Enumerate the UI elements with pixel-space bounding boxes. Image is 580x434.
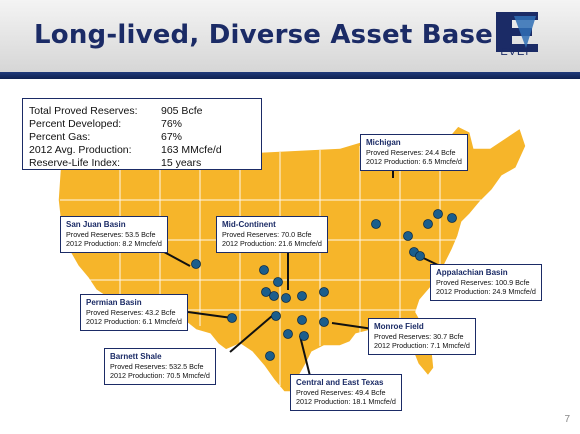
callout-production: 2012 Production: 18.1 Mmcfe/d (296, 397, 396, 406)
summary-value: 67% (161, 131, 183, 143)
header-divider (0, 72, 580, 79)
summary-value: 905 Bcfe (161, 105, 203, 117)
callout-san-juan: San Juan Basin Proved Reserves: 53.5 Bcf… (60, 216, 168, 253)
callout-reserves: Proved Reserves: 100.9 Bcfe (436, 277, 530, 287)
callout-reserves: Proved Reserves: 24.4 Bcfe (366, 147, 456, 157)
callout-mid-continent: Mid-Continent Proved Reserves: 70.0 Bcfe… (216, 216, 328, 253)
callout-name: Permian Basin (86, 298, 142, 307)
callout-name: Central and East Texas (296, 378, 384, 387)
asset-marker (227, 313, 237, 323)
summary-value: 76% (161, 118, 183, 130)
callout-reserves: Proved Reserves: 49.4 Bcfe (296, 387, 386, 397)
asset-marker (423, 219, 433, 229)
summary-value: 15 years (161, 157, 202, 169)
asset-marker (319, 317, 329, 327)
asset-marker (299, 331, 309, 341)
asset-marker (261, 287, 271, 297)
callout-permian: Permian Basin Proved Reserves: 43.2 Bcfe… (80, 294, 188, 331)
summary-label: Reserve-Life Index: (29, 157, 121, 169)
summary-label: Percent Developed: (29, 118, 122, 130)
callout-reserves: Proved Reserves: 70.0 Bcfe (222, 229, 312, 239)
asset-marker (403, 231, 413, 241)
callout-monroe: Monroe Field Proved Reserves: 30.7 Bcfe … (368, 318, 476, 355)
callout-reserves: Proved Reserves: 53.5 Bcfe (66, 229, 156, 239)
callout-name: Mid-Continent (222, 220, 276, 229)
page-title: Long-lived, Diverse Asset Base (34, 20, 494, 50)
asset-marker (447, 213, 457, 223)
summary-box: Total Proved Reserves: 905 Bcfe Percent … (22, 98, 262, 170)
asset-marker (319, 287, 329, 297)
callout-michigan: Michigan Proved Reserves: 24.4 Bcfe 2012… (360, 134, 468, 171)
callout-name: Barnett Shale (110, 352, 162, 361)
callout-production: 2012 Production: 21.6 Mmcfe/d (222, 239, 322, 248)
callout-east-texas: Central and East Texas Proved Reserves: … (290, 374, 402, 411)
asset-marker (415, 251, 425, 261)
callout-name: Monroe Field (374, 322, 424, 331)
callout-name: Michigan (366, 138, 401, 147)
slide-header (0, 0, 580, 72)
callout-name: Appalachian Basin (436, 268, 508, 277)
asset-marker (269, 291, 279, 301)
summary-label: 2012 Avg. Production: (29, 144, 132, 156)
asset-marker (297, 315, 307, 325)
callout-reserves: Proved Reserves: 532.5 Bcfe (110, 361, 204, 371)
logo-text: EVEP (500, 46, 534, 58)
asset-marker (265, 351, 275, 361)
callout-production: 2012 Production: 24.9 Mmcfe/d (436, 287, 536, 296)
summary-label: Percent Gas: (29, 131, 91, 143)
asset-marker (271, 311, 281, 321)
asset-marker (191, 259, 201, 269)
callout-production: 2012 Production: 8.2 Mmcfe/d (66, 239, 162, 248)
asset-marker (259, 265, 269, 275)
callout-reserves: Proved Reserves: 43.2 Bcfe (86, 307, 176, 317)
summary-label: Total Proved Reserves: (29, 105, 138, 117)
callout-name: San Juan Basin (66, 220, 126, 229)
callout-reserves: Proved Reserves: 30.7 Bcfe (374, 331, 464, 341)
callout-production: 2012 Production: 6.1 Mmcfe/d (86, 317, 182, 326)
asset-marker (433, 209, 443, 219)
summary-value: 163 MMcfe/d (161, 144, 222, 156)
callout-production: 2012 Production: 7.1 Mmcfe/d (374, 341, 470, 350)
callout-barnett: Barnett Shale Proved Reserves: 532.5 Bcf… (104, 348, 216, 385)
callout-production: 2012 Production: 70.5 Mmcfe/d (110, 371, 210, 380)
asset-marker (273, 277, 283, 287)
callout-appalachian: Appalachian Basin Proved Reserves: 100.9… (430, 264, 542, 301)
asset-marker (297, 291, 307, 301)
asset-marker (283, 329, 293, 339)
asset-marker (371, 219, 381, 229)
callout-production: 2012 Production: 6.5 Mmcfe/d (366, 157, 462, 166)
evep-logo-icon (496, 12, 538, 52)
page-number: 7 (564, 414, 570, 425)
asset-marker (281, 293, 291, 303)
